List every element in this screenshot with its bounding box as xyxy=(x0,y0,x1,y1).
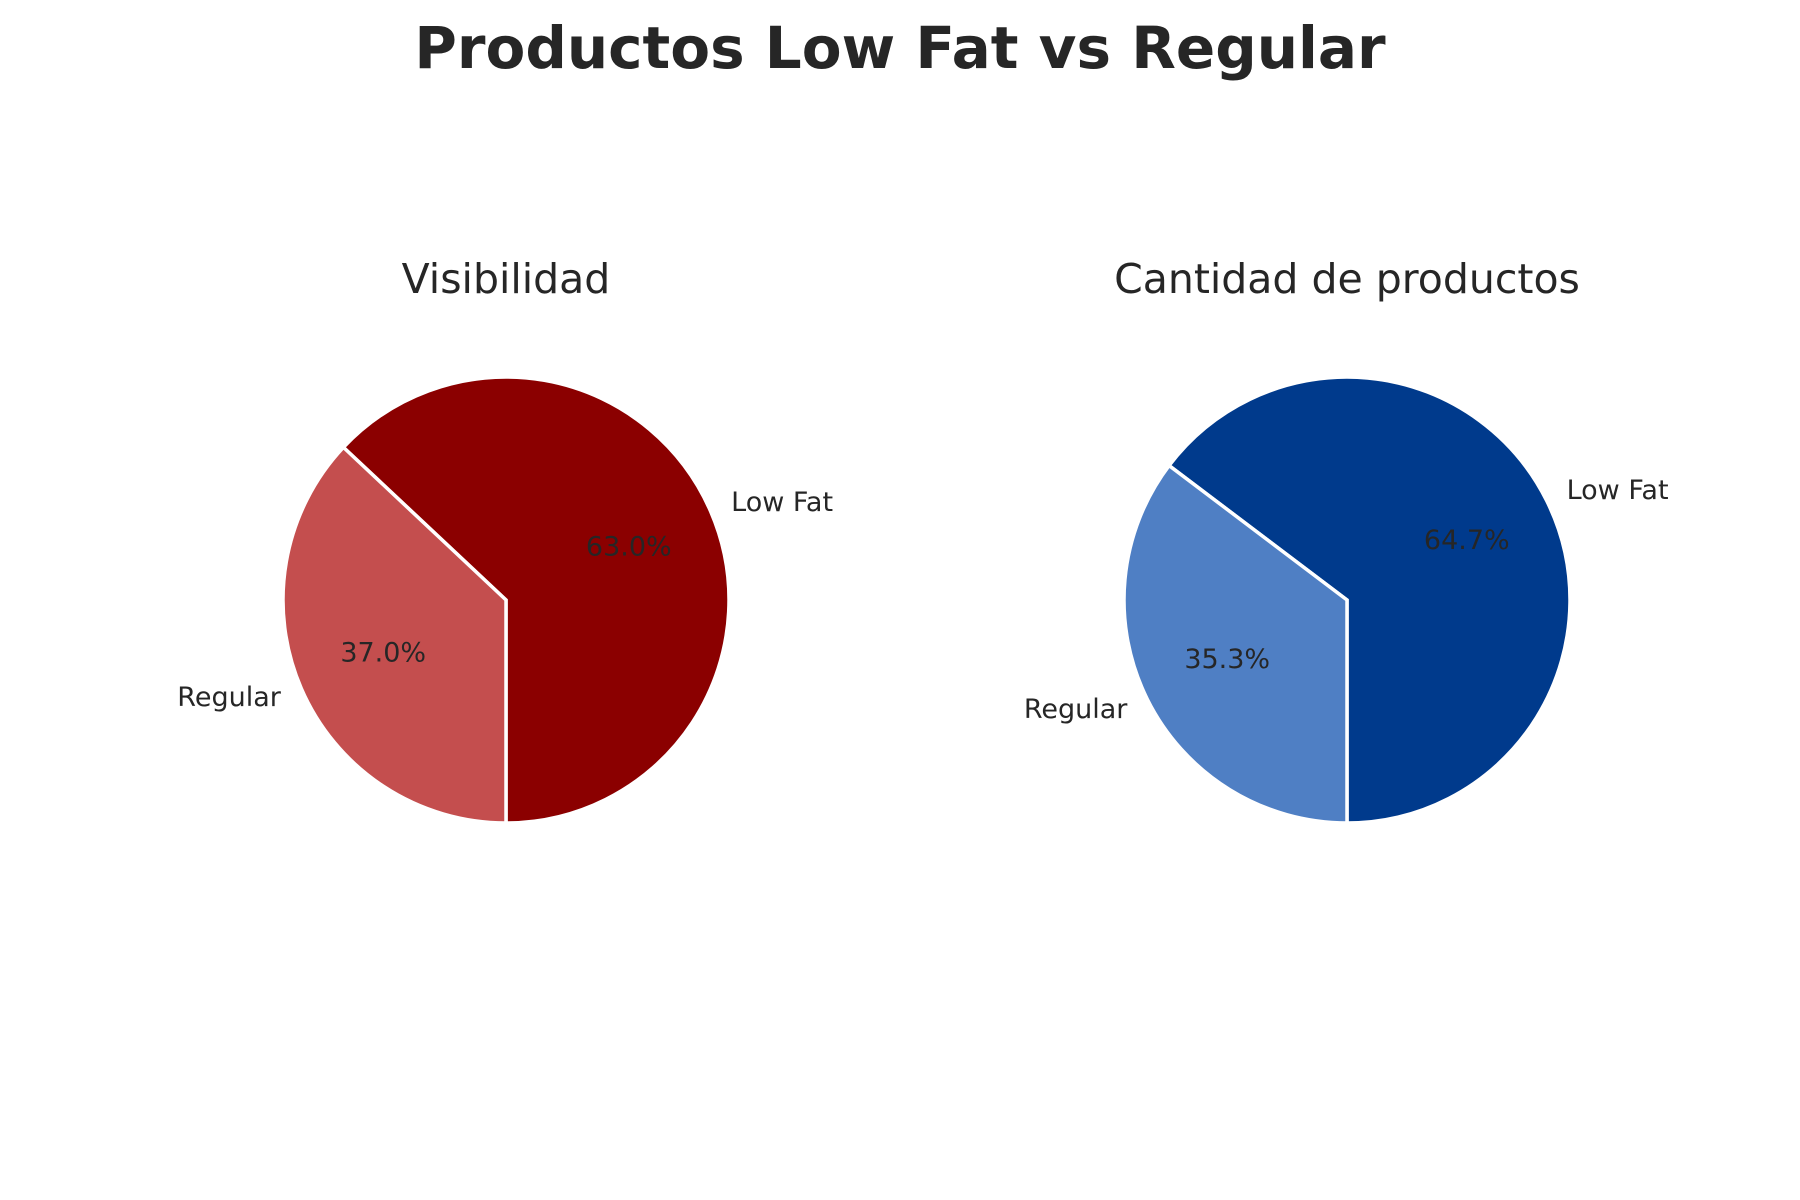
pie-slice-regular xyxy=(1122,463,1349,825)
slice-percentage-label: 37.0% xyxy=(340,638,426,669)
slice-label: Regular xyxy=(1024,694,1128,725)
slice-percentage-label: 35.3% xyxy=(1184,644,1270,675)
slice-percentage-label: 64.7% xyxy=(1424,525,1510,556)
slice-label: Low Fat xyxy=(1567,475,1669,506)
figure-title: Productos Low Fat vs Regular xyxy=(414,14,1386,82)
subplot-title: Cantidad de productos xyxy=(1114,255,1580,303)
pie-slice-regular xyxy=(281,444,508,825)
slice-label: Regular xyxy=(177,682,281,713)
subplot-title: Visibilidad xyxy=(402,255,611,303)
pie-slice-low-fat xyxy=(340,375,731,825)
slice-percentage-label: 63.0% xyxy=(586,531,672,562)
plots-layer: Visibilidad Low Fat Regular 63.0% 37.0% Canti… xyxy=(177,255,1669,825)
pie-subplot-1: Visibilidad Low Fat Regular 63.0% 37.0% xyxy=(177,255,833,825)
pie-slice-low-fat xyxy=(1166,375,1572,825)
slice-label: Low Fat xyxy=(731,487,833,518)
pie-subplot-2: Cantidad de productos Low Fat Regular 64.7%… xyxy=(1024,255,1669,825)
